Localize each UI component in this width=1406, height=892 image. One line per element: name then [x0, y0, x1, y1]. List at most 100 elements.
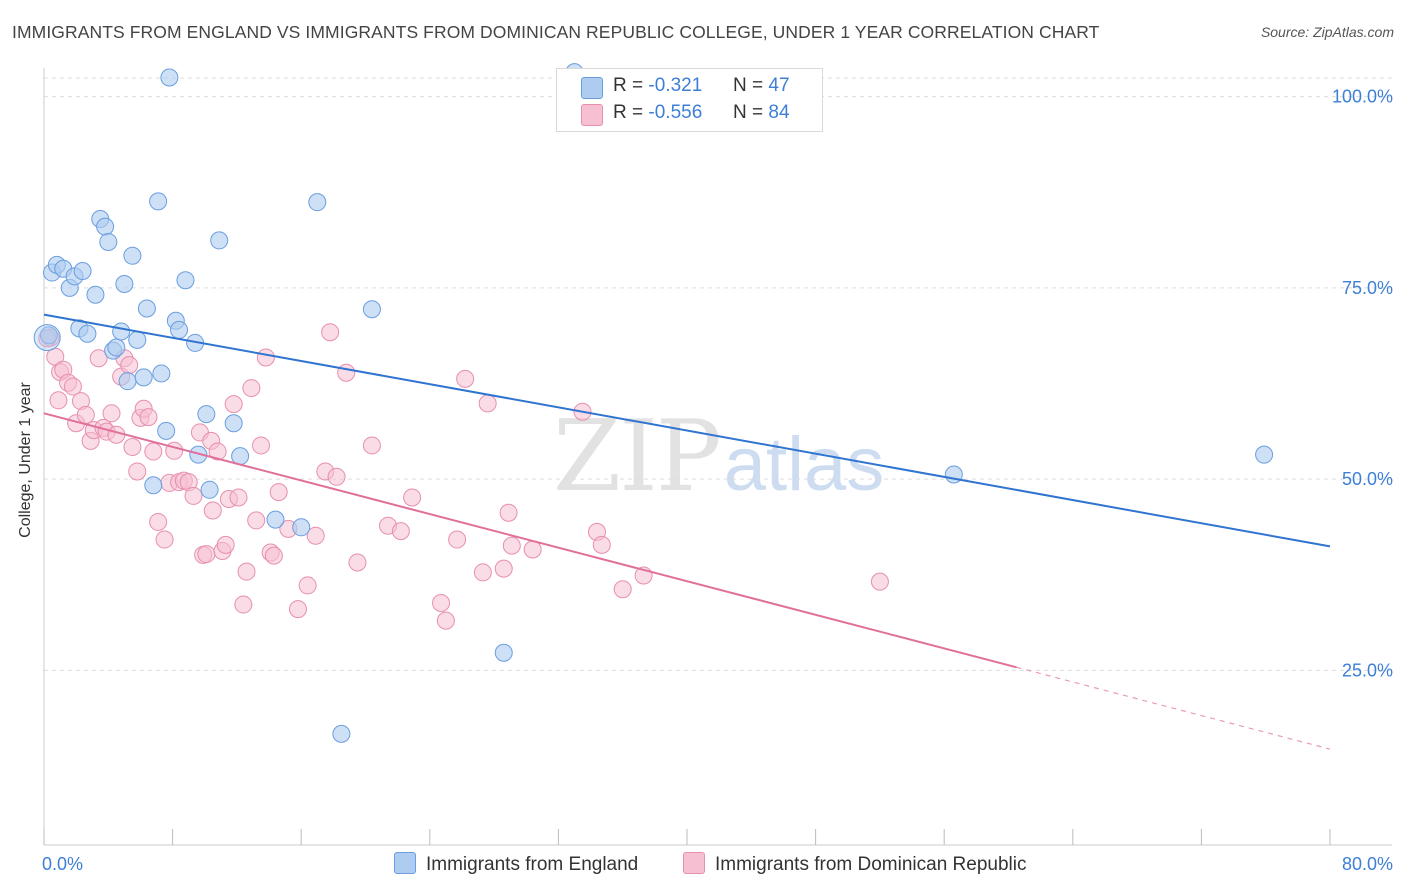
dominican-point-68 — [448, 530, 467, 549]
dominican-point-67 — [436, 611, 455, 630]
dominican-point-71 — [478, 394, 497, 413]
dominican-point-42 — [224, 395, 243, 414]
dominican-point-24 — [144, 442, 163, 461]
england-point-9 — [86, 285, 105, 304]
dominican-r-label: R = — [613, 102, 644, 123]
england-point-42 — [494, 643, 513, 662]
england-point-35 — [224, 414, 243, 433]
england-point-21 — [137, 299, 156, 318]
dominican-point-40 — [216, 535, 235, 554]
dominican-point-23 — [139, 408, 158, 427]
dominican-point-79 — [613, 580, 632, 599]
dominican-point-44 — [234, 595, 253, 614]
england-point-8 — [78, 324, 97, 343]
dominican-point-58 — [321, 323, 340, 342]
x-tick-label-right: 80.0% — [1342, 854, 1393, 874]
england-r-label: R = — [613, 75, 644, 96]
axes — [43, 68, 1392, 846]
england-point-37 — [266, 510, 285, 529]
dominican-point-59 — [327, 467, 346, 486]
dominican-point-73 — [499, 503, 518, 522]
y-tick-label-1: 50.0% — [1342, 469, 1393, 489]
dominican-trend-line — [43, 412, 1017, 669]
chart-title: IMMIGRANTS FROM ENGLAND VS IMMIGRANTS FR… — [12, 22, 1100, 42]
dominican-point-54 — [288, 600, 307, 619]
england-point-38 — [292, 518, 311, 537]
dominican-point-72 — [494, 559, 513, 578]
england-point-22 — [144, 476, 163, 495]
dominican-point-38 — [208, 442, 227, 461]
england-point-14 — [107, 338, 126, 357]
england-point-17 — [118, 372, 137, 391]
dominican-point-11 — [89, 349, 108, 368]
y-tick-label-3: 100.0% — [1332, 87, 1393, 107]
legend-england-label: Immigrants from England — [426, 854, 639, 875]
legend-item-dominican[interactable]: Immigrants from Dominican Republic — [683, 852, 1027, 876]
dominican-point-19 — [123, 437, 142, 456]
dominican-n: N = 84 — [733, 102, 790, 124]
dominican-point-49 — [256, 348, 275, 367]
dominican-point-35 — [197, 545, 216, 564]
dominican-point-65 — [403, 488, 422, 507]
england-swatch — [581, 77, 603, 99]
legend-dominican-swatch — [683, 852, 705, 874]
england-point-34 — [210, 231, 229, 250]
dominican-point-20 — [128, 462, 147, 481]
dominican-point-43 — [229, 488, 248, 507]
england-point-23 — [149, 192, 168, 211]
dominican-point-70 — [473, 563, 492, 582]
england-point-24 — [152, 364, 171, 383]
england-r-value: -0.321 — [648, 75, 703, 96]
dominican-trend-extrapolation — [1016, 666, 1331, 750]
dominican-point-37 — [203, 501, 222, 520]
watermark-atlas: atlas — [723, 422, 885, 507]
england-point-45 — [1255, 445, 1274, 464]
dominican-r: R = -0.556 — [613, 102, 702, 124]
dominican-point-47 — [247, 511, 266, 530]
england-n-value: 47 — [768, 75, 790, 96]
dominican-point-78 — [592, 535, 611, 554]
england-trend-line — [43, 313, 1331, 548]
dominican-point-14 — [102, 404, 121, 423]
y-tick-label-0: 25.0% — [1342, 660, 1393, 680]
dominican-point-75 — [523, 540, 542, 559]
england-point-33 — [200, 480, 219, 499]
england-point-12 — [99, 232, 118, 251]
england-point-29 — [176, 271, 195, 290]
england-n: N = 47 — [733, 75, 790, 97]
england-point-15 — [112, 322, 131, 341]
dominican-point-46 — [242, 379, 261, 398]
england-point-26 — [160, 68, 179, 87]
dominican-point-81 — [870, 572, 889, 591]
stats-row-dominican: R = -0.556 N = 84 — [557, 102, 822, 130]
legend-item-england[interactable]: Immigrants from England — [394, 852, 638, 876]
y-tick-label-2: 75.0% — [1342, 278, 1393, 298]
england-n-label: N = — [733, 75, 764, 96]
england-r: R = -0.321 — [613, 75, 702, 97]
england-point-19 — [128, 330, 147, 349]
dominican-point-62 — [362, 436, 381, 455]
dominican-r-value: -0.556 — [648, 102, 703, 123]
stats-box: R = -0.321 N = 47 R = -0.556 N = 84 — [556, 68, 823, 132]
england-point-0 — [39, 326, 58, 345]
dominican-point-25 — [149, 512, 168, 531]
dominican-point-60 — [337, 363, 356, 382]
england-point-32 — [197, 405, 216, 424]
dominican-points — [38, 323, 889, 630]
dominican-point-83 — [49, 391, 68, 410]
stats-row-england: R = -0.321 N = 47 — [557, 75, 822, 103]
dominican-point-5 — [63, 377, 82, 396]
england-point-18 — [123, 246, 142, 265]
x-tick-label-left: 0.0% — [42, 854, 83, 874]
england-point-large — [33, 324, 61, 352]
dominican-point-52 — [269, 483, 288, 502]
dominican-point-32 — [184, 486, 203, 505]
england-points — [33, 63, 1274, 743]
tick-labels: 25.0% 50.0% 75.0% 100.0% 0.0% 80.0% — [42, 87, 1393, 874]
dominican-point-45 — [237, 562, 256, 581]
y-axis-label: College, Under 1 year — [17, 382, 34, 538]
dominican-point-55 — [298, 576, 317, 595]
legend-england-swatch — [394, 852, 416, 874]
legend-dominican-label: Immigrants from Dominican Republic — [715, 854, 1027, 875]
dominican-point-18 — [120, 356, 139, 375]
